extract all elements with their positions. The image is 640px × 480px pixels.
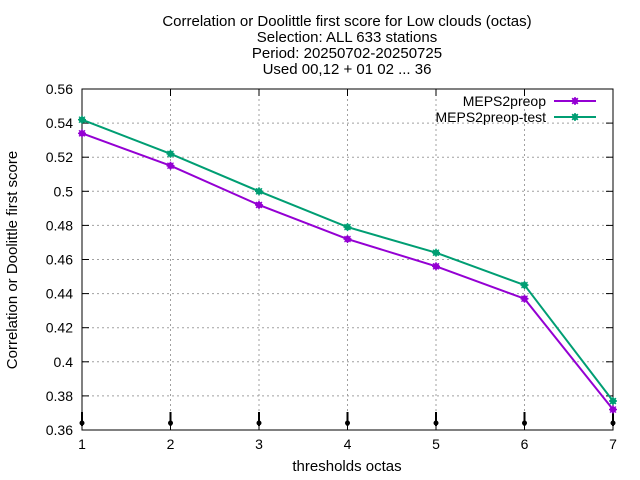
marker-d2	[255, 201, 263, 209]
marker-d2	[167, 150, 174, 158]
marker-d2	[432, 249, 440, 257]
marker-d2	[255, 187, 263, 195]
legend-label-1: MEPS2preop	[463, 93, 546, 109]
marker-d2	[78, 116, 86, 124]
baseline-dot	[79, 420, 85, 426]
y-tick-label: 0.44	[46, 286, 73, 302]
legend-marker-2	[571, 113, 579, 121]
y-tick-label: 0.52	[46, 149, 73, 165]
data-point-series-2	[432, 248, 440, 257]
x-tick-label: 2	[167, 436, 175, 452]
marker-d2	[344, 223, 351, 231]
y-tick-label: 0.38	[46, 388, 73, 404]
x-tick-label: 7	[609, 436, 617, 452]
tick-labels: 0.36 0.38 0.4 0.42 0.44 0.46 0.48 0.5 0.52 0.54 0.…	[46, 81, 617, 452]
data-point-series-1	[609, 405, 617, 414]
y-tick-label: 0.54	[46, 115, 73, 131]
marker-d2	[344, 235, 351, 243]
data-point-series-1	[432, 262, 440, 271]
data-point-series-1	[520, 294, 529, 303]
data-point-series-1	[78, 129, 86, 138]
data-point-series-1	[166, 161, 175, 170]
baseline-dot	[433, 420, 439, 426]
data-point-series-1	[343, 235, 352, 244]
marker-d2	[609, 406, 617, 413]
x-tick-label: 3	[255, 436, 263, 452]
x-tick-label: 4	[344, 436, 352, 452]
marker-d2	[521, 295, 528, 303]
marker-d2	[432, 262, 440, 270]
y-tick-label: 0.5	[54, 183, 74, 199]
baseline-dot	[168, 420, 173, 426]
title-line-3: Period: 20250702-20250725	[252, 45, 442, 62]
legend-marker-1	[571, 97, 579, 105]
title-line-1: Correlation or Doolittle first score for…	[162, 13, 531, 30]
marker-d2	[78, 129, 86, 137]
y-tick-label: 0.36	[46, 422, 73, 438]
baseline-dot	[610, 420, 616, 426]
data-point-series-2	[609, 397, 617, 406]
baseline-dot	[522, 420, 527, 426]
data-point-series-2	[78, 115, 86, 124]
marker-d2	[609, 397, 617, 405]
baseline-dot	[256, 420, 262, 426]
data-point-series-1	[255, 200, 263, 209]
data-point-series-2	[343, 223, 352, 232]
data-point-series-2	[255, 187, 263, 196]
x-axis-label: thresholds octas	[292, 458, 401, 475]
y-tick-label: 0.42	[46, 320, 73, 336]
y-tick-label: 0.46	[46, 252, 73, 268]
marker-d2	[521, 281, 528, 289]
y-tick-label: 0.56	[46, 81, 73, 97]
data-point-series-2	[520, 281, 529, 290]
marker-d2	[167, 162, 174, 170]
title-line-2: Selection: ALL 633 stations	[257, 29, 437, 46]
chart-title: Correlation or Doolittle first score for…	[162, 13, 531, 78]
y-tick-label: 0.48	[46, 217, 73, 233]
grid	[82, 89, 613, 430]
x-tick-label: 6	[521, 436, 529, 452]
marker-d2	[571, 97, 579, 105]
plot-area	[78, 115, 617, 414]
marker-d2	[571, 113, 579, 121]
y-tick-label: 0.4	[54, 354, 74, 370]
baseline-dot	[345, 420, 350, 426]
plot-border	[81, 88, 614, 431]
title-line-4: Used 00,12 + 01 02 ... 36	[263, 61, 432, 78]
data-point-series-2	[166, 149, 175, 158]
axes	[79, 88, 616, 431]
x-tick-label: 5	[432, 436, 440, 452]
y-axis-label: Correlation or Doolittle first score	[4, 151, 21, 369]
x-tick-label: 1	[78, 436, 86, 452]
legend-label-2: MEPS2preop-test	[436, 109, 547, 125]
